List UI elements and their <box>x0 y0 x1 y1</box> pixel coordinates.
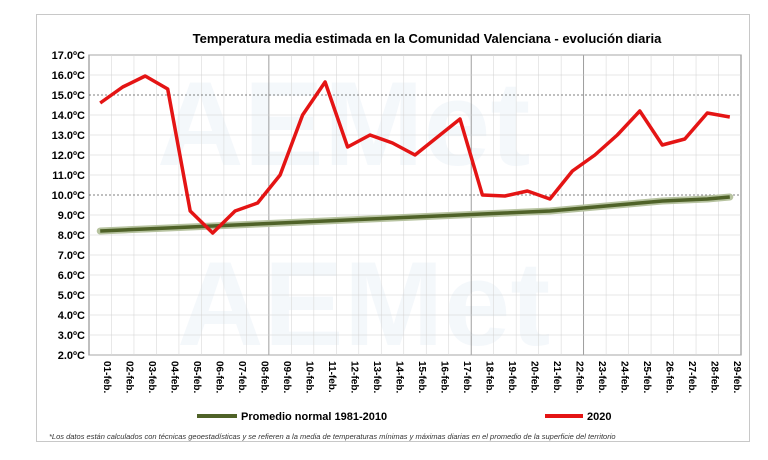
legend-label-2020: 2020 <box>587 411 611 423</box>
chart-frame: AEMet AEMet Temperatura media estimada e… <box>36 14 750 442</box>
x-tick-label: 28-feb. <box>708 361 719 393</box>
x-tick-label: 11-feb. <box>326 361 337 393</box>
x-tick-label: 29-feb. <box>731 361 742 393</box>
x-tick-label: 14-feb. <box>394 361 405 393</box>
y-tick-label: 9.0ºC <box>58 210 85 222</box>
y-tick-label: 15.0ºC <box>52 90 85 102</box>
x-tick-label: 09-feb. <box>281 361 292 393</box>
x-tick-label: 17-feb. <box>461 361 472 393</box>
x-tick-label: 19-feb. <box>506 361 517 393</box>
watermark: AEMet AEMet <box>157 57 550 371</box>
x-tick-label: 02-feb. <box>124 361 135 393</box>
svg-text:AEMet: AEMet <box>157 57 530 191</box>
x-tick-label: 13-feb. <box>371 361 382 393</box>
x-tick-label: 25-feb. <box>641 361 652 393</box>
chart-title: Temperatura media estimada en la Comunid… <box>193 31 662 46</box>
x-tick-label: 10-feb. <box>304 361 315 393</box>
y-tick-label: 6.0ºC <box>58 270 85 282</box>
y-tick-label: 10.0ºC <box>52 190 85 202</box>
y-tick-label: 8.0ºC <box>58 230 85 242</box>
x-tick-label: 23-feb. <box>596 361 607 393</box>
x-tick-label: 20-feb. <box>528 361 539 393</box>
y-tick-label: 11.0ºC <box>52 170 85 182</box>
x-tick-label: 04-feb. <box>169 361 180 393</box>
x-tick-label: 08-feb. <box>259 361 270 393</box>
x-tick-label: 12-feb. <box>349 361 360 393</box>
series-lines <box>96 74 734 235</box>
x-tick-label: 07-feb. <box>236 361 247 393</box>
x-tick-label: 05-feb. <box>191 361 202 393</box>
legend: Promedio normal 1981-2010 2020 <box>197 411 611 423</box>
y-tick-label: 14.0ºC <box>52 110 85 122</box>
y-tick-label: 12.0ºC <box>52 150 85 162</box>
x-tick-label: 01-feb. <box>101 361 112 393</box>
footnote: *Los datos están calculados con técnicas… <box>49 432 616 441</box>
x-tick-label: 24-feb. <box>618 361 629 393</box>
x-tick-label: 16-feb. <box>438 361 449 393</box>
x-axis-ticks: 01-feb. 02-feb. 03-feb. 04-feb. 05-feb. 06-fe… <box>101 361 742 393</box>
x-tick-label: 21-feb. <box>551 361 562 393</box>
y-tick-label: 16.0ºC <box>52 70 85 82</box>
x-tick-label: 18-feb. <box>483 361 494 393</box>
y-tick-label: 4.0ºC <box>58 310 85 322</box>
y-tick-label: 5.0ºC <box>58 290 85 302</box>
temperature-chart: AEMet AEMet Temperatura media estimada e… <box>49 31 742 441</box>
x-tick-label: 06-feb. <box>214 361 225 393</box>
x-tick-label: 03-feb. <box>146 361 157 393</box>
x-tick-label: 15-feb. <box>416 361 427 393</box>
legend-label-normal: Promedio normal 1981-2010 <box>241 411 387 423</box>
x-tick-label: 26-feb. <box>663 361 674 393</box>
y-tick-label: 17.0ºC <box>52 50 85 62</box>
y-tick-label: 3.0ºC <box>58 330 85 342</box>
y-tick-label: 13.0ºC <box>52 130 85 142</box>
y-axis-ticks: 2.0ºC 3.0ºC 4.0ºC 5.0ºC 6.0ºC 7.0ºC 8.0ºC 9.0ºC… <box>52 50 85 362</box>
svg-text:AEMet: AEMet <box>177 237 550 371</box>
y-tick-label: 2.0ºC <box>58 350 85 362</box>
x-tick-label: 27-feb. <box>686 361 697 393</box>
y-tick-label: 7.0ºC <box>58 250 85 262</box>
x-tick-label: 22-feb. <box>573 361 584 393</box>
